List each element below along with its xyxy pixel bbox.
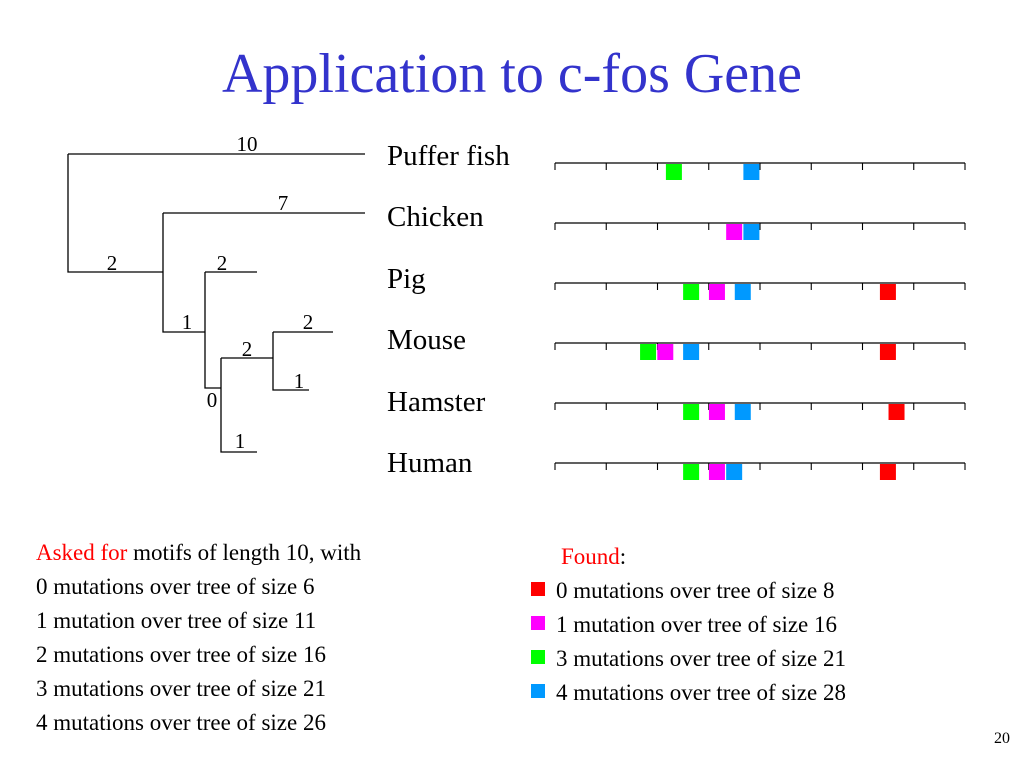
- species-label-human: Human: [387, 447, 473, 479]
- species-label-pig: Pig: [387, 263, 426, 295]
- slide-title: Application to c-fos Gene: [221, 43, 803, 105]
- motif-marker-green: [640, 344, 657, 360]
- asked-line: 3 mutations over tree of size 21: [36, 676, 326, 701]
- branch-label: 1: [294, 369, 305, 393]
- species-label-hamster: Hamster: [387, 386, 486, 418]
- branch-label: 7: [278, 191, 289, 215]
- motif-marker-blue: [683, 344, 700, 360]
- found-item-red: 0 mutations over tree of size 8: [531, 574, 846, 608]
- species-label-mouse: Mouse: [387, 324, 466, 356]
- motif-marker-red: [879, 344, 896, 360]
- motif-marker-blue: [726, 464, 743, 480]
- motif-marker-magenta: [726, 224, 743, 240]
- branch-label: 1: [235, 429, 246, 453]
- motif-tracks: [554, 162, 966, 480]
- motif-marker-magenta: [657, 344, 674, 360]
- magenta-square-icon: [531, 615, 545, 630]
- found-item-text: 0 mutations over tree of size 8: [556, 578, 835, 603]
- green-square-icon: [531, 649, 545, 664]
- found-header: Found:: [531, 540, 846, 574]
- blue-square-icon: [531, 683, 545, 698]
- found-item-magenta: 1 mutation over tree of size 16: [531, 608, 846, 642]
- found-colon: :: [619, 544, 627, 569]
- asked-line: 1 mutation over tree of size 11: [36, 608, 317, 633]
- motif-marker-green: [683, 464, 700, 480]
- asked-line: 0 mutations over tree of size 6: [36, 574, 315, 599]
- motif-track: [554, 342, 966, 360]
- page-number: 20: [994, 730, 1010, 747]
- found-item-blue: 4 mutations over tree of size 28: [531, 676, 846, 710]
- asked-for-label: Asked for: [36, 540, 128, 565]
- motif-track: [554, 222, 966, 240]
- motif-marker-magenta: [708, 284, 725, 300]
- found-item-text: 1 mutation over tree of size 16: [556, 612, 838, 637]
- motif-marker-green: [683, 404, 700, 420]
- motif-marker-red: [888, 404, 905, 420]
- asked-header: Asked for motifs of length 10, with: [36, 536, 361, 570]
- branch-label: 2: [242, 337, 253, 361]
- motif-marker-blue: [743, 224, 760, 240]
- tree-branch-labels: 10 7 2 2 1 2 2 1 0 1: [107, 132, 314, 453]
- branch-label: 2: [107, 251, 118, 275]
- motif-marker-green: [683, 284, 700, 300]
- branch-label: 1: [182, 310, 193, 334]
- species-label-puffer-fish: Puffer fish: [387, 140, 510, 172]
- tree-branch-rodent-split: [220, 358, 257, 453]
- branch-label: 0: [207, 388, 218, 412]
- motif-marker-red: [879, 284, 896, 300]
- asked-line: 2 mutations over tree of size 16: [36, 642, 326, 667]
- tree-branch-root: [67, 154, 163, 273]
- motif-track: [554, 282, 966, 300]
- asked-line: 4 mutations over tree of size 26: [36, 710, 326, 735]
- motif-marker-magenta: [708, 404, 725, 420]
- tree-branch-pig-split: [204, 272, 221, 389]
- found-item-text: 3 mutations over tree of size 21: [556, 646, 846, 671]
- tree-branch-mouse-hamster: [272, 332, 309, 391]
- motif-marker-magenta: [708, 464, 725, 480]
- found-label: Found: [561, 544, 620, 569]
- red-square-icon: [531, 581, 545, 596]
- asked-for-block: Asked for motifs of length 10, with 0 mu…: [36, 536, 361, 740]
- found-block: Found: 0 mutations over tree of size 8 1…: [531, 540, 846, 710]
- motif-track: [554, 162, 966, 180]
- branch-label: 2: [303, 310, 314, 334]
- branch-label: 10: [237, 132, 258, 156]
- asked-header-rest: motifs of length 10, with: [127, 540, 362, 565]
- motif-marker-blue: [734, 284, 751, 300]
- species-label-chicken: Chicken: [387, 201, 484, 233]
- motif-marker-green: [665, 164, 682, 180]
- motif-marker-blue: [734, 404, 751, 420]
- found-item-text: 4 mutations over tree of size 28: [556, 680, 846, 705]
- motif-marker-blue: [743, 164, 760, 180]
- tree-branch-chicken-split: [162, 213, 205, 333]
- found-item-green: 3 mutations over tree of size 21: [531, 642, 846, 676]
- motif-track: [554, 402, 966, 420]
- phylogenetic-tree: [67, 153, 365, 453]
- motif-marker-red: [879, 464, 896, 480]
- branch-label: 2: [217, 251, 228, 275]
- motif-track: [554, 462, 966, 480]
